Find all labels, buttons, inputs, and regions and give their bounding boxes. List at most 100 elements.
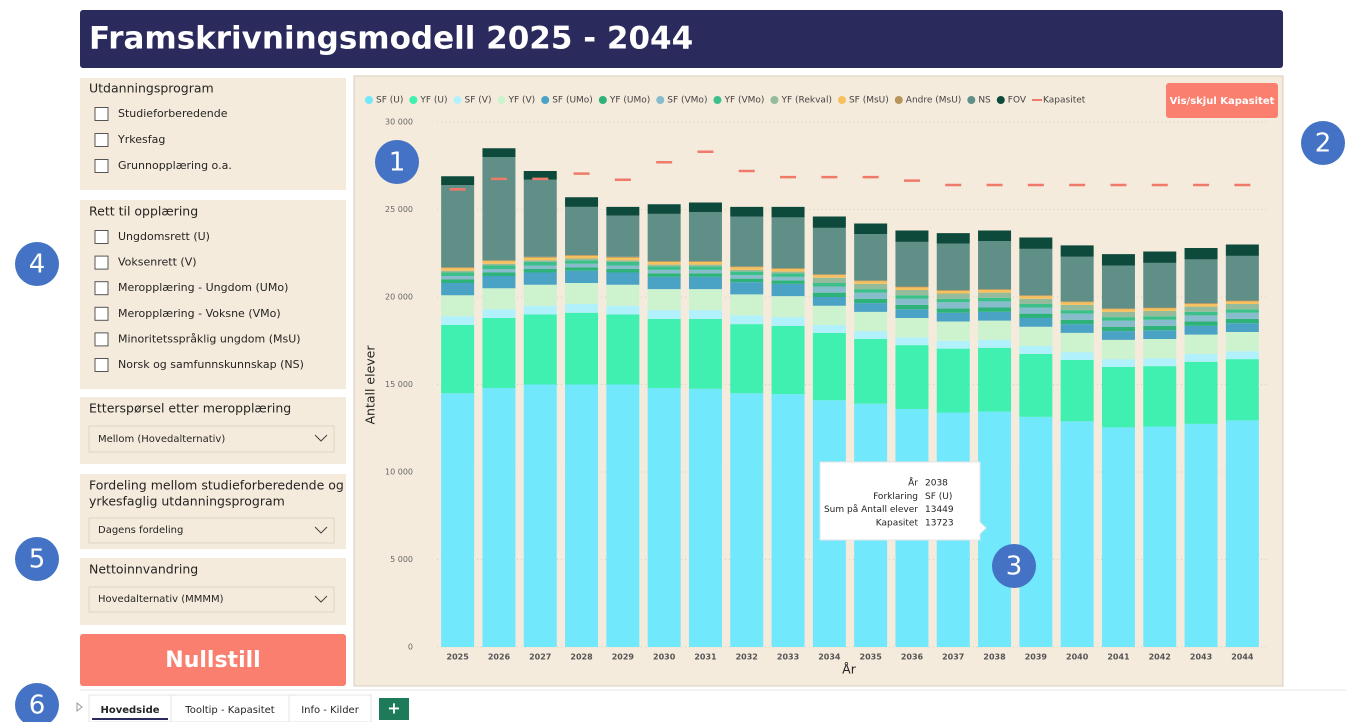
bar-segment xyxy=(978,290,1012,293)
bar-segment xyxy=(1143,339,1177,359)
checkbox[interactable] xyxy=(94,281,109,296)
legend-label[interactable]: FOV xyxy=(1008,96,1027,106)
dropdown[interactable]: Dagens fordeling xyxy=(88,517,335,544)
bar-segment xyxy=(1060,256,1094,302)
legend-label[interactable]: SF (V) xyxy=(465,96,492,106)
bar-segment xyxy=(936,308,970,313)
bar-segment xyxy=(730,393,764,647)
x-tick-label: 2031 xyxy=(694,653,717,662)
bar-segment xyxy=(730,294,764,316)
bar-segment xyxy=(1184,334,1218,354)
checkbox[interactable] xyxy=(94,133,109,147)
header-title: Framskrivningsmodell 2025 - 2044 xyxy=(89,21,693,57)
bar-segment xyxy=(1060,301,1094,303)
legend-label[interactable]: YF (U) xyxy=(419,96,447,106)
bar-segment xyxy=(1225,420,1259,647)
legend-label[interactable]: YF (Rekval) xyxy=(780,96,832,106)
dropdown[interactable]: Hovedalternativ (MMMM) xyxy=(88,586,335,613)
bar-segment xyxy=(771,283,805,297)
bar-segment xyxy=(523,260,557,262)
badge-label: 2 xyxy=(1315,129,1332,159)
bar-segment xyxy=(730,269,764,272)
bar-segment xyxy=(606,269,640,273)
bar-segment xyxy=(688,262,722,265)
checkbox[interactable] xyxy=(94,358,109,372)
bar-segment xyxy=(895,298,929,305)
legend-label[interactable]: SF (U) xyxy=(376,96,403,106)
bar-segment xyxy=(441,295,475,317)
legend-label[interactable]: YF (VMo) xyxy=(723,96,764,106)
legend-swatch xyxy=(967,96,976,104)
legend-label[interactable]: SF (UMo) xyxy=(552,96,593,106)
badge-label: 1 xyxy=(389,148,406,178)
add-tab-button[interactable] xyxy=(379,698,409,720)
panel-title: Nettoinnvandring xyxy=(89,562,198,577)
y-tick-label: 5 000 xyxy=(390,555,413,564)
dropdown-box[interactable] xyxy=(88,586,335,613)
bar-segment xyxy=(1019,248,1053,296)
x-tick-label: 2037 xyxy=(942,653,964,662)
legend-label[interactable]: Andre (MsU) xyxy=(906,96,962,106)
legend-label[interactable]: YF (UMo) xyxy=(609,96,650,106)
bar-segment xyxy=(482,276,516,289)
bar-segment xyxy=(565,260,599,264)
checkbox-label: Meropplæring - Ungdom (UMo) xyxy=(118,281,288,294)
bar-segment xyxy=(1060,302,1094,305)
x-tick-label: 2036 xyxy=(901,653,924,662)
bar-segment xyxy=(771,280,805,284)
bar-segment xyxy=(812,277,846,283)
toggle-button[interactable] xyxy=(1166,83,1278,118)
bar-segment xyxy=(606,257,640,261)
checkbox[interactable] xyxy=(94,230,109,244)
y-tick-label: 25 000 xyxy=(385,205,413,214)
dropdown[interactable]: Mellom (Hovedalternativ) xyxy=(88,425,335,453)
legend-label[interactable]: SF (MsU) xyxy=(849,96,889,106)
dropdown-value: Dagens fordeling xyxy=(98,525,183,536)
legend-label[interactable]: Kapasitet xyxy=(1043,96,1086,106)
bar-segment xyxy=(647,262,681,265)
bar-segment xyxy=(1060,360,1094,422)
x-tick-label: 2032 xyxy=(736,653,758,662)
bar-segment xyxy=(482,157,516,261)
bar-segment xyxy=(688,202,722,213)
legend-label[interactable]: SF (VMo) xyxy=(667,96,707,106)
legend-swatch xyxy=(598,96,607,104)
tab[interactable] xyxy=(88,694,172,722)
legend-label[interactable]: YF (V) xyxy=(507,96,535,106)
bar-segment xyxy=(978,339,1012,348)
checkbox[interactable] xyxy=(94,255,109,270)
legend-swatch xyxy=(770,96,779,104)
checkbox[interactable] xyxy=(94,159,109,173)
bar-segment xyxy=(854,339,888,404)
checkbox[interactable] xyxy=(94,306,109,321)
reset-button-label: Nullstill xyxy=(165,648,260,673)
tooltip-key: Forklaring xyxy=(873,492,918,502)
bar-segment xyxy=(1143,307,1177,309)
checkbox[interactable] xyxy=(94,332,109,347)
bar-segment xyxy=(1225,244,1259,256)
badge-label: 4 xyxy=(29,250,46,280)
tab[interactable] xyxy=(288,694,372,722)
bar-segment xyxy=(936,348,970,413)
bar-segment xyxy=(854,223,888,234)
y-tick-label: 0 xyxy=(408,643,413,652)
bar-segment xyxy=(936,290,970,291)
badge-label: 3 xyxy=(1006,552,1023,582)
tab-scroll[interactable] xyxy=(76,701,83,713)
tab-label: Info - Kilder xyxy=(301,705,360,716)
bar-segment xyxy=(441,283,475,296)
bar-segment xyxy=(771,325,805,395)
bar-segment xyxy=(730,315,764,325)
dropdown-box[interactable] xyxy=(88,517,335,544)
bar-segment xyxy=(482,261,516,264)
bar-segment xyxy=(606,305,640,315)
reset-button[interactable] xyxy=(80,634,346,686)
bar-segment xyxy=(771,271,805,274)
tooltip-value: 2038 xyxy=(925,479,948,489)
bar-segment xyxy=(482,260,516,262)
dropdown-box[interactable] xyxy=(88,425,335,453)
legend-label[interactable]: NS xyxy=(978,96,991,106)
checkbox[interactable] xyxy=(94,107,109,121)
bar-segment xyxy=(1184,353,1218,362)
